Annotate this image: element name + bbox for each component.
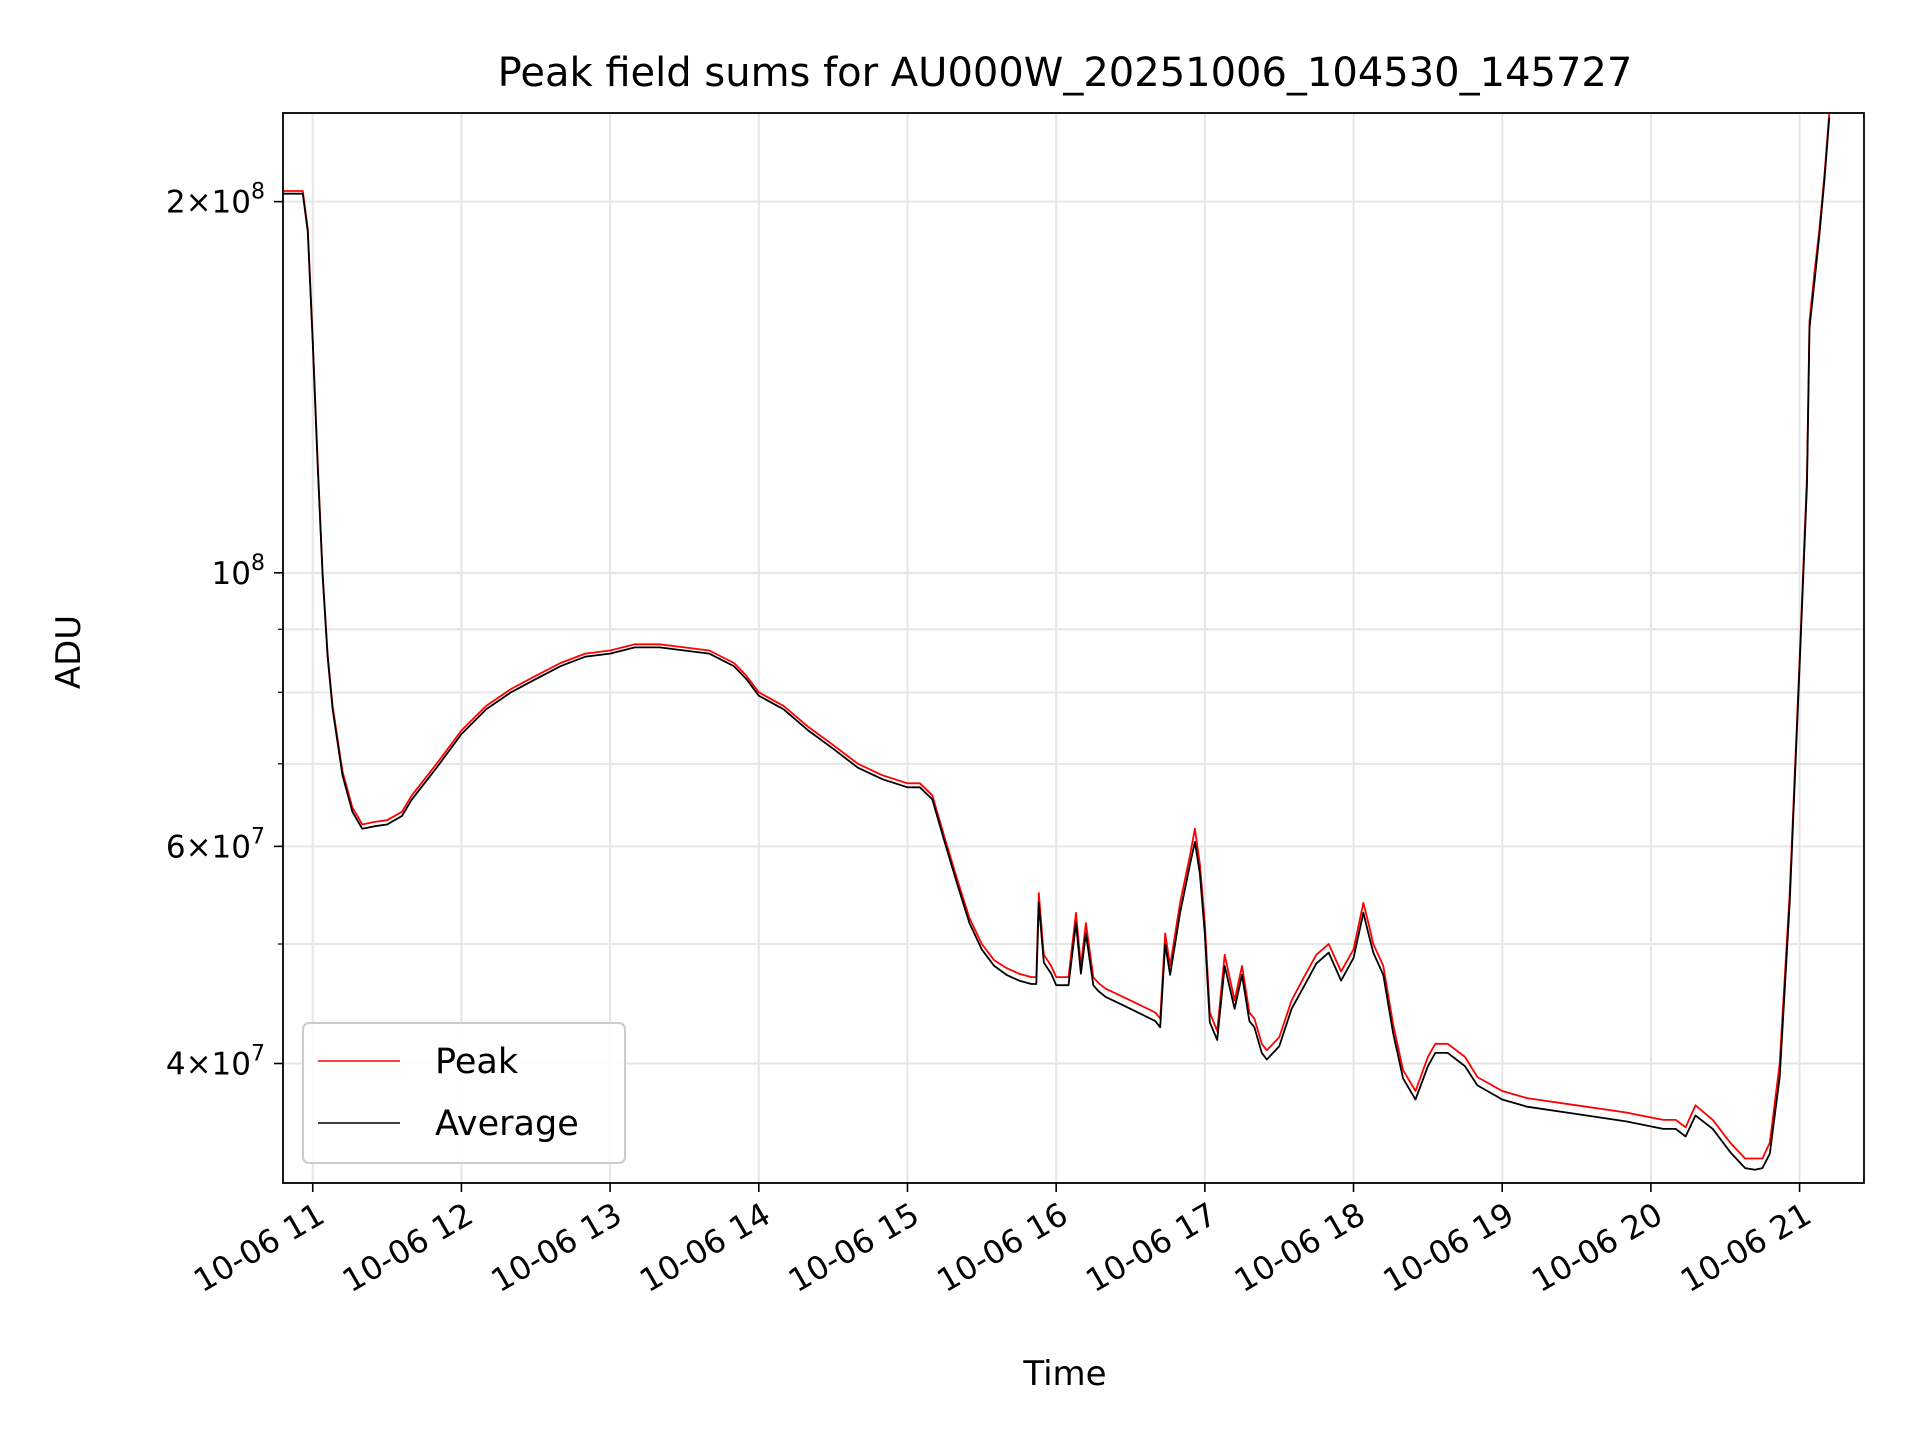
legend-label-average: Average xyxy=(435,1104,579,1144)
series-line-average xyxy=(283,117,1831,1171)
y-axis: 4×107 6×107 108 2×108 xyxy=(166,180,283,1083)
y-tick-label: 6×107 xyxy=(166,824,265,865)
legend: Peak Average xyxy=(302,1022,626,1164)
plot-area xyxy=(283,113,1831,1171)
y-axis-label: ADU xyxy=(49,615,89,689)
x-axis-label: Time xyxy=(1022,1354,1106,1394)
y-tick-label: 2×108 xyxy=(166,180,265,221)
legend-box xyxy=(302,1022,626,1164)
axes-frame xyxy=(282,112,1865,1184)
y-tick-label: 4×107 xyxy=(166,1042,265,1083)
legend-label-peak: Peak xyxy=(435,1042,519,1082)
chart-title: Peak field sums for AU000W_20251006_1045… xyxy=(498,50,1633,96)
series-line-peak xyxy=(283,113,1831,1160)
y-tick-label: 108 xyxy=(212,551,265,592)
